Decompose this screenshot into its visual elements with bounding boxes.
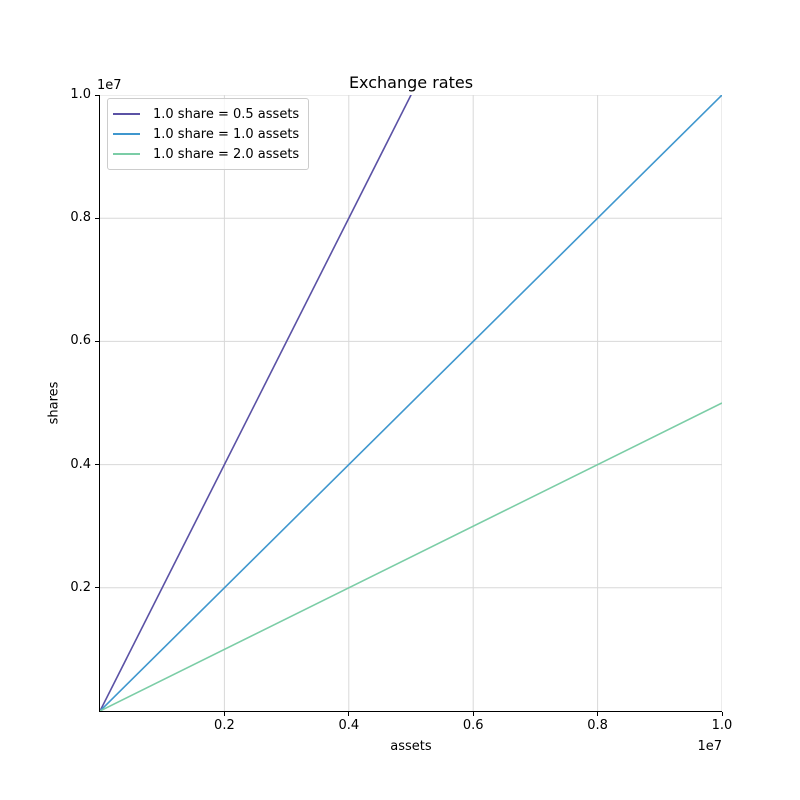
y-tick-mark bbox=[95, 587, 99, 589]
y-tick-mark bbox=[95, 217, 99, 219]
legend-line-swatch bbox=[113, 153, 140, 155]
series-line-1 bbox=[100, 95, 722, 711]
x-tick-mark bbox=[348, 712, 350, 716]
x-tick-label: 1.0 bbox=[711, 718, 733, 733]
x-tick-label: 0.4 bbox=[338, 718, 360, 733]
legend-line-swatch bbox=[113, 133, 140, 135]
y-tick-label: 0.2 bbox=[70, 579, 91, 595]
x-tick-mark bbox=[721, 712, 723, 716]
y-tick-label: 0.8 bbox=[70, 210, 91, 226]
x-tick-label: 0.2 bbox=[214, 718, 235, 733]
plot-canvas bbox=[100, 95, 722, 711]
x-tick-label: 0.8 bbox=[587, 718, 608, 733]
y-tick-label: 1.0 bbox=[70, 87, 91, 102]
y-tick-mark bbox=[95, 94, 99, 96]
chart-title: Exchange rates bbox=[348, 73, 474, 92]
legend-entry: 1.0 share = 0.5 assets bbox=[113, 104, 299, 124]
legend-entry-label: 1.0 share = 2.0 assets bbox=[153, 146, 300, 162]
series-line-0 bbox=[100, 95, 412, 711]
legend-entry-label: 1.0 share = 0.5 assets bbox=[153, 106, 300, 122]
legend-entry: 1.0 share = 1.0 assets bbox=[113, 124, 299, 144]
x-tick-mark bbox=[597, 712, 599, 716]
x-axis-label: assets bbox=[390, 739, 432, 754]
y-axis-label: shares bbox=[46, 381, 62, 425]
legend-entry: 1.0 share = 2.0 assets bbox=[113, 144, 299, 164]
y-axis-offset-text: 1e7 bbox=[97, 78, 122, 93]
x-tick-label: 0.6 bbox=[462, 718, 484, 733]
series-line-2 bbox=[100, 402, 722, 711]
legend: 1.0 share = 0.5 assets 1.0 share = 1.0 as… bbox=[107, 98, 310, 170]
x-tick-mark bbox=[472, 712, 474, 716]
x-tick-mark bbox=[223, 712, 225, 716]
y-tick-label: 0.4 bbox=[70, 456, 91, 472]
legend-entry-label: 1.0 share = 1.0 assets bbox=[153, 126, 300, 142]
y-tick-mark bbox=[95, 464, 99, 466]
y-tick-mark bbox=[95, 340, 99, 342]
x-axis-offset-text: 1e7 bbox=[697, 739, 722, 754]
legend-line-swatch bbox=[113, 113, 140, 115]
y-tick-label: 0.6 bbox=[70, 333, 91, 349]
plot-area: 1.0 share = 0.5 assets 1.0 share = 1.0 as… bbox=[99, 95, 722, 712]
